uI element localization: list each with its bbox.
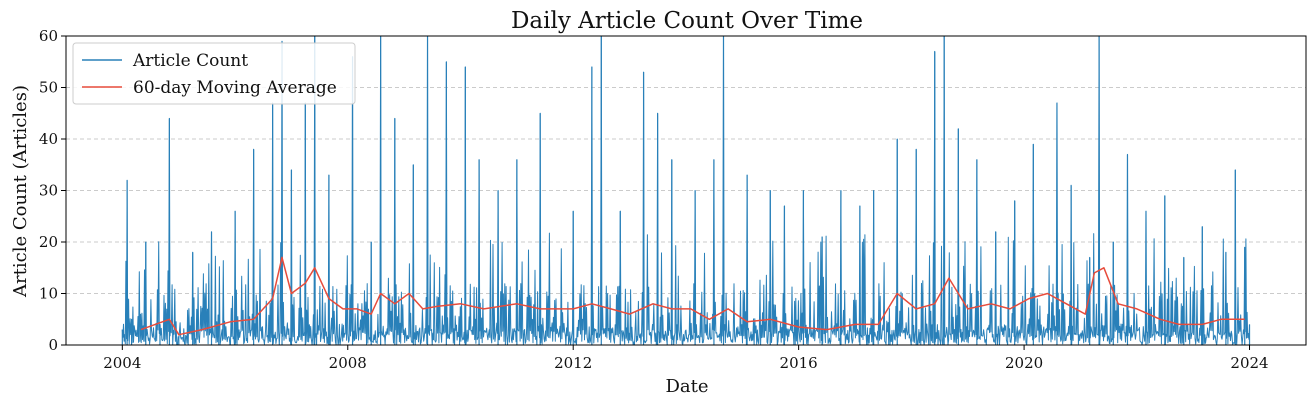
y-axis: 0 10 20 30 40 50 60 <box>39 27 66 354</box>
x-tick-label: 2024 <box>1230 354 1268 372</box>
y-tick-label: 20 <box>39 233 58 251</box>
grid-lines <box>66 87 1306 294</box>
y-tick-label: 10 <box>39 285 58 303</box>
x-axis: 2004 2008 2012 2016 2020 2024 <box>103 345 1269 372</box>
y-tick-label: 60 <box>39 27 58 45</box>
x-axis-label: Date <box>665 376 708 397</box>
moving-average-line <box>140 256 1245 336</box>
y-axis-label: Article Count (Articles) <box>10 85 31 298</box>
series-article-count <box>121 35 1251 346</box>
series-moving-average <box>140 256 1245 336</box>
article-count-line <box>121 35 1250 346</box>
y-tick-label: 40 <box>39 130 58 148</box>
x-tick-label: 2012 <box>554 354 592 372</box>
y-tick-label: 0 <box>48 336 58 354</box>
chart-title: Daily Article Count Over Time <box>511 8 863 34</box>
legend-box <box>72 42 356 105</box>
y-tick-label: 50 <box>39 79 58 97</box>
x-tick-label: 2020 <box>1005 354 1043 372</box>
legend-label-moving-average: 60-day Moving Average <box>133 78 337 98</box>
x-tick-label: 2016 <box>780 354 818 372</box>
x-tick-label: 2004 <box>103 354 141 372</box>
legend-label-article-count: Article Count <box>132 51 248 71</box>
series-layer <box>121 35 1251 346</box>
x-tick-label: 2008 <box>329 354 367 372</box>
y-tick-label: 30 <box>39 182 58 200</box>
legend: Article Count 60-day Moving Average <box>72 42 356 105</box>
